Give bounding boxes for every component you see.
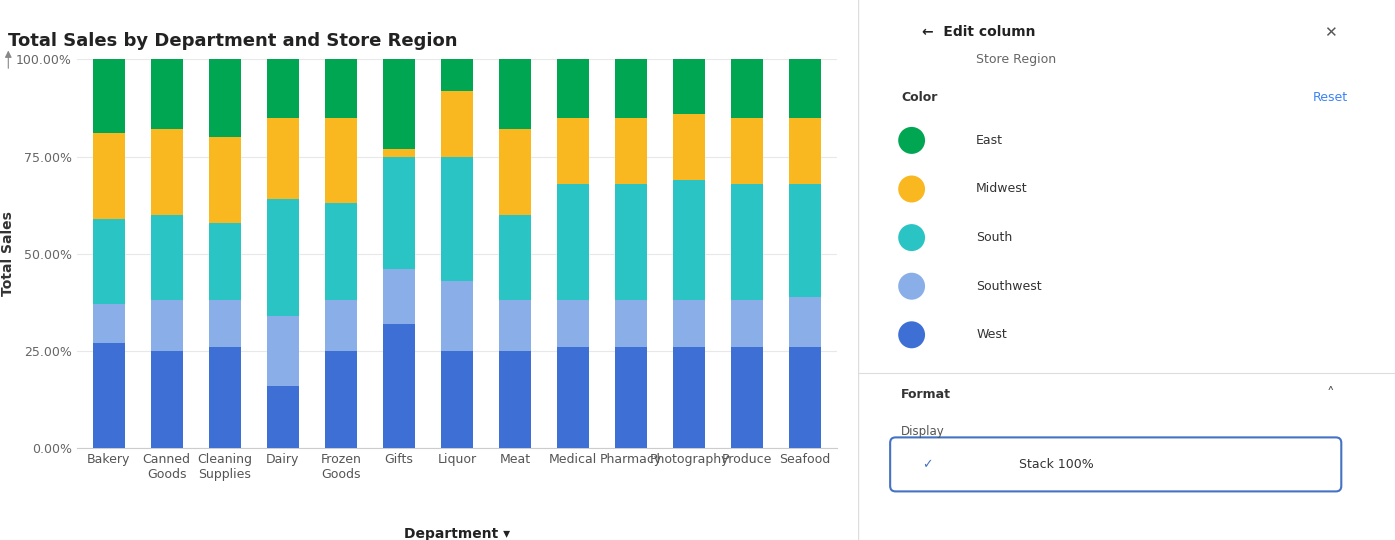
Bar bbox=[441, 91, 473, 157]
Bar bbox=[92, 219, 124, 305]
Bar bbox=[382, 324, 414, 448]
Bar bbox=[92, 133, 124, 219]
Text: Department ▾: Department ▾ bbox=[403, 526, 511, 540]
Bar bbox=[499, 130, 531, 215]
Bar bbox=[209, 347, 241, 448]
Bar bbox=[557, 59, 589, 118]
Bar bbox=[499, 351, 531, 448]
Bar bbox=[615, 59, 647, 118]
Text: Reset: Reset bbox=[1313, 91, 1348, 104]
Text: ✓: ✓ bbox=[922, 458, 933, 471]
Bar bbox=[92, 59, 124, 133]
Bar bbox=[615, 184, 647, 300]
Text: South: South bbox=[976, 231, 1013, 244]
Bar bbox=[731, 184, 763, 300]
Text: East: East bbox=[976, 134, 1003, 147]
Bar bbox=[441, 281, 473, 351]
Bar bbox=[557, 300, 589, 347]
Bar bbox=[266, 118, 299, 199]
Bar bbox=[151, 59, 183, 130]
Text: Display: Display bbox=[901, 426, 944, 438]
Bar bbox=[151, 130, 183, 215]
Bar bbox=[266, 59, 299, 118]
Bar bbox=[441, 59, 473, 91]
Bar bbox=[441, 351, 473, 448]
Bar bbox=[731, 347, 763, 448]
Bar bbox=[790, 59, 822, 118]
Bar bbox=[325, 59, 357, 118]
Bar bbox=[325, 351, 357, 448]
Text: Total Sales: Total Sales bbox=[1, 211, 15, 296]
Bar bbox=[557, 118, 589, 184]
Bar bbox=[92, 305, 124, 343]
Bar bbox=[325, 300, 357, 351]
Bar bbox=[325, 203, 357, 300]
Text: Stack 100%: Stack 100% bbox=[1018, 458, 1094, 471]
Bar bbox=[209, 300, 241, 347]
Bar bbox=[499, 59, 531, 130]
Bar bbox=[499, 300, 531, 351]
Text: West: West bbox=[976, 328, 1007, 341]
Text: Color: Color bbox=[901, 91, 937, 104]
Bar bbox=[615, 347, 647, 448]
Bar bbox=[266, 199, 299, 316]
Bar bbox=[790, 118, 822, 184]
Bar bbox=[557, 184, 589, 300]
Bar bbox=[731, 59, 763, 118]
Bar bbox=[672, 300, 704, 347]
Bar bbox=[790, 347, 822, 448]
Circle shape bbox=[898, 321, 925, 348]
Bar bbox=[266, 316, 299, 386]
Bar bbox=[672, 347, 704, 448]
Bar bbox=[731, 300, 763, 347]
Circle shape bbox=[898, 224, 925, 251]
Bar bbox=[790, 184, 822, 296]
Text: ˄: ˄ bbox=[1327, 387, 1335, 402]
FancyBboxPatch shape bbox=[890, 437, 1342, 491]
Bar bbox=[731, 118, 763, 184]
Bar bbox=[672, 59, 704, 114]
Text: ✕: ✕ bbox=[1324, 25, 1336, 40]
Bar bbox=[672, 180, 704, 300]
Bar bbox=[266, 386, 299, 448]
Text: Store Region: Store Region bbox=[976, 53, 1056, 66]
Bar bbox=[790, 296, 822, 347]
Circle shape bbox=[898, 176, 925, 202]
Bar bbox=[151, 215, 183, 300]
Bar bbox=[615, 300, 647, 347]
Circle shape bbox=[898, 273, 925, 300]
Bar bbox=[499, 215, 531, 300]
Circle shape bbox=[898, 127, 925, 154]
Bar bbox=[151, 351, 183, 448]
Bar bbox=[441, 157, 473, 281]
Bar bbox=[382, 157, 414, 269]
Bar bbox=[325, 118, 357, 203]
Bar bbox=[151, 300, 183, 351]
Text: Total Sales by Department and Store Region: Total Sales by Department and Store Regi… bbox=[8, 31, 458, 50]
Bar bbox=[209, 222, 241, 300]
Bar bbox=[209, 59, 241, 137]
Bar bbox=[672, 114, 704, 180]
Bar bbox=[92, 343, 124, 448]
Bar bbox=[382, 269, 414, 324]
Text: Midwest: Midwest bbox=[976, 183, 1028, 195]
Text: Format: Format bbox=[901, 388, 951, 401]
Bar bbox=[382, 59, 414, 149]
Bar bbox=[382, 149, 414, 157]
Text: ←  Edit column: ← Edit column bbox=[922, 25, 1036, 39]
Text: Southwest: Southwest bbox=[976, 280, 1042, 293]
Bar bbox=[615, 118, 647, 184]
Bar bbox=[209, 137, 241, 222]
Bar bbox=[557, 347, 589, 448]
